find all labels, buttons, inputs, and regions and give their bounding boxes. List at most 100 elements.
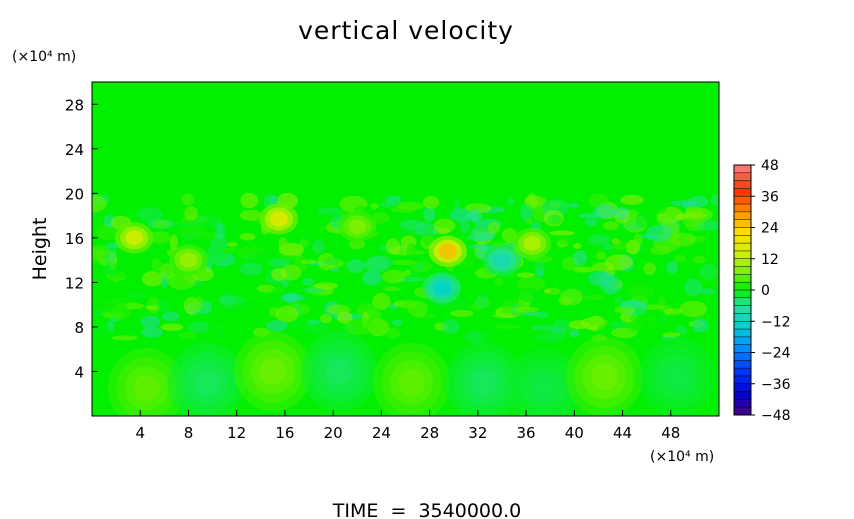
field-eddy — [181, 193, 195, 206]
field-eddy — [141, 327, 164, 338]
field-eddy — [381, 269, 406, 284]
y-tick-label: 24 — [65, 141, 84, 159]
field-eddy — [92, 333, 100, 342]
field-eddy — [107, 268, 137, 279]
colorbar-swatch — [734, 321, 751, 330]
field-eddy — [681, 212, 707, 219]
colorbar-swatch — [734, 196, 751, 205]
colorbar-label: 36 — [761, 189, 779, 205]
field-eddy — [324, 256, 339, 266]
field-eddy — [468, 273, 477, 290]
hotspot-6 — [523, 236, 541, 251]
field-eddy — [184, 205, 198, 221]
field-eddy — [493, 324, 521, 330]
hotspot-8 — [348, 219, 367, 235]
field-eddy — [416, 261, 425, 272]
colorbar-swatch — [734, 391, 751, 400]
field-eddy — [317, 207, 341, 216]
field-eddy — [379, 202, 397, 208]
field-eddy — [464, 203, 492, 214]
field-eddy — [385, 195, 402, 205]
field-eddy — [698, 288, 717, 295]
x-unit-label: (×10⁴ m) — [650, 449, 714, 465]
y-tick-label: 20 — [65, 185, 84, 203]
y-unit-label: (×10⁴ m) — [12, 49, 76, 65]
field-eddy — [572, 266, 596, 273]
colorbar-swatch — [734, 258, 751, 267]
colorbar-label: −12 — [761, 314, 791, 330]
field-eddy — [169, 234, 179, 251]
field-eddy — [422, 196, 440, 209]
colorbar-label: 12 — [761, 252, 779, 268]
field-eddy — [188, 321, 210, 334]
x-tick-label: 20 — [324, 424, 343, 442]
colorbar-swatch — [734, 172, 751, 181]
lower-cell-5 — [398, 369, 425, 396]
field-eddy — [596, 324, 617, 338]
colorbar-label: 48 — [761, 158, 779, 174]
field-eddy — [582, 317, 609, 327]
x-axis: 4 8 12 16 20 24 28 32 36 40 44 48 — [135, 410, 680, 442]
field-eddy — [346, 259, 365, 274]
field-eddy — [507, 197, 515, 206]
field-eddy — [547, 214, 563, 225]
field-eddy — [391, 319, 403, 327]
field-eddy — [433, 218, 456, 233]
colorbar-swatch — [734, 227, 751, 236]
field-eddy — [450, 309, 474, 318]
field-eddy — [393, 301, 407, 307]
colorbar-label: −36 — [761, 377, 791, 393]
hotspot-2 — [270, 211, 288, 227]
field-eddy — [152, 219, 170, 229]
field-eddy — [275, 305, 299, 323]
field-eddy — [313, 282, 339, 290]
x-tick-label: 40 — [565, 424, 584, 442]
field-eddy — [643, 262, 656, 276]
field-eddy — [471, 208, 480, 225]
hotspot-1 — [438, 243, 457, 259]
colorbar-swatch — [734, 305, 751, 314]
field-eddy — [549, 230, 575, 236]
field-eddy — [382, 286, 401, 292]
field-eddy — [151, 257, 162, 273]
field-eddy — [337, 274, 349, 292]
field-eddy — [568, 202, 580, 208]
field-eddy — [560, 288, 584, 306]
field-eddy — [583, 295, 605, 300]
field-eddy — [179, 331, 197, 340]
field-eddy — [344, 290, 355, 306]
colorbar-swatch — [734, 165, 751, 174]
field-eddy — [356, 303, 377, 318]
field-eddy — [173, 220, 201, 228]
field-eddy — [111, 335, 138, 341]
y-tick-label: 12 — [65, 274, 84, 292]
field-eddy — [267, 258, 291, 267]
colorbar-swatch — [734, 188, 751, 197]
plot-frame — [91, 81, 720, 417]
field-eddy — [584, 219, 598, 227]
field-eddy — [572, 250, 588, 266]
x-tick-label: 24 — [372, 424, 391, 442]
field-eddy — [494, 277, 503, 286]
field-eddy — [385, 238, 401, 255]
field-eddy — [370, 203, 379, 210]
colorbar-swatch — [734, 204, 751, 213]
field-eddy — [588, 270, 614, 286]
x-tick-label: 12 — [227, 424, 246, 442]
colorbar-label: 24 — [761, 221, 779, 237]
colorbar-swatch — [734, 266, 751, 275]
field-eddy — [517, 276, 546, 292]
colorbar-swatch — [734, 297, 751, 306]
field-eddy — [487, 221, 501, 234]
field-eddy — [156, 300, 171, 312]
field-eddy — [684, 278, 703, 297]
x-tick-label: 16 — [275, 424, 294, 442]
y-tick-label: 16 — [65, 230, 84, 248]
field-eddy — [144, 305, 161, 310]
field-eddy — [320, 313, 332, 324]
y-axis-label: Height — [29, 218, 51, 281]
lower-cell-6 — [470, 369, 498, 396]
field-eddy — [312, 239, 325, 254]
colorbar-swatch — [734, 243, 751, 252]
field-eddy — [364, 256, 390, 273]
